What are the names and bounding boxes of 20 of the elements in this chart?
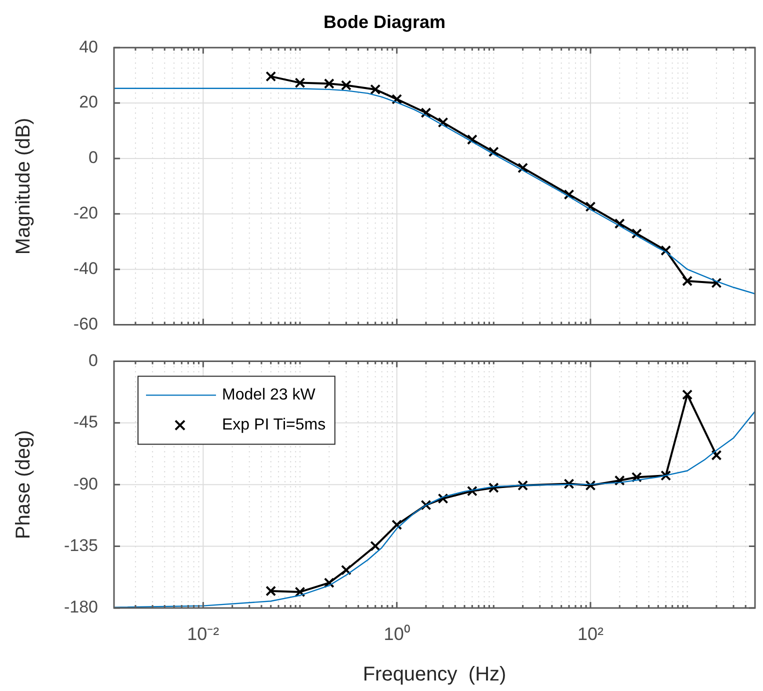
legend-label: Exp PI Ti=5ms (222, 416, 326, 434)
y-tick-label: -90 (73, 474, 98, 494)
y-tick-label: 40 (79, 37, 98, 56)
y-tick-label: 20 (79, 92, 98, 112)
y-axis-title: Magnitude (dB) (12, 118, 35, 255)
y-tick-label: -45 (73, 412, 98, 432)
y-tick-label: 0 (88, 350, 98, 370)
y-tick-label: -180 (64, 598, 98, 617)
x-axis-title: Frequency (Hz) (362, 664, 506, 686)
x-tick-label: 10⁰ (384, 624, 410, 644)
y-tick-label: -40 (73, 259, 98, 278)
x-tick-label: 10⁻² (187, 624, 220, 644)
y-axis-title: Phase (deg) (12, 430, 35, 540)
legend-label: Model 23 kW (222, 386, 316, 404)
chart-title: Bode Diagram (323, 12, 446, 32)
y-tick-label: -60 (73, 314, 98, 334)
y-tick-label: 0 (88, 148, 98, 168)
y-tick-label: -20 (73, 204, 98, 223)
x-tick-label: 10² (577, 624, 604, 644)
y-tick-label: -135 (64, 536, 98, 555)
